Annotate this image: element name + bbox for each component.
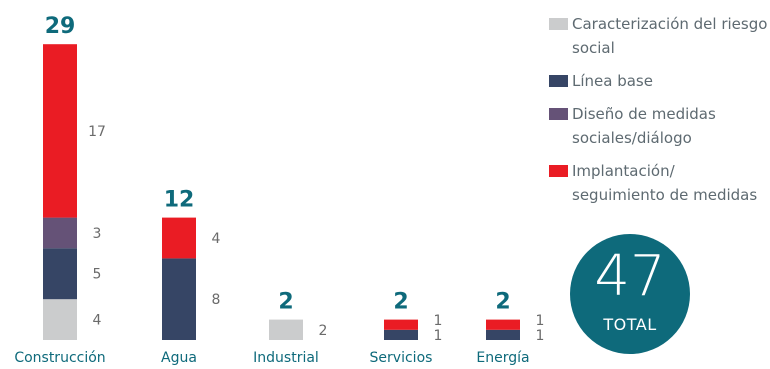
value-label: 2 (319, 323, 328, 339)
legend-item-caracterizacion: Caracterización del riesgo social (549, 12, 770, 60)
legend-item-implantacion: Implantación/ seguimiento de medidas (549, 159, 770, 207)
value-label: 1 (536, 313, 545, 329)
value-label: 8 (212, 292, 221, 308)
bar-total-label: 29 (45, 14, 76, 39)
value-label: 3 (93, 226, 102, 242)
bar-segment-construccion-caracterizacion-del-riesgo-social (43, 299, 77, 340)
bar-total-label: 12 (164, 188, 195, 213)
value-label: 1 (434, 313, 443, 329)
value-label: 1 (434, 328, 443, 344)
bar-segment-industrial-caracterizacion-del-riesgo-social (269, 319, 303, 340)
legend-swatch (549, 75, 568, 87)
bar-total-label: 2 (393, 290, 408, 315)
category-label: Agua (161, 350, 197, 366)
bar-segment-construccion-implantacion-seguimiento-de-medidas (43, 44, 77, 218)
value-label: 4 (212, 231, 221, 247)
category-label: Servicios (370, 350, 433, 366)
legend-item-linea-base: Línea base (549, 69, 770, 93)
legend-label: Caracterización del riesgo social (572, 15, 768, 57)
legend-label: Diseño de medidas sociales/diálogo (572, 105, 716, 147)
category-label: Industrial (253, 350, 319, 366)
legend-item-diseno: Diseño de medidas sociales/diálogo (549, 102, 770, 150)
value-label: 1 (536, 328, 545, 344)
value-label: 17 (88, 124, 106, 140)
bar-segment-construccion-diseno-de-medidas-sociales-dialogo (43, 217, 77, 249)
legend-swatch (549, 18, 568, 30)
legend-swatch (549, 108, 568, 120)
chart-legend: Caracterización del riesgo social Línea … (549, 12, 770, 216)
bar-segment-servicios-linea-base (384, 329, 418, 340)
bar-segment-construccion-linea-base (43, 248, 77, 300)
legend-label: Línea base (572, 72, 653, 90)
bar-total-label: 2 (278, 290, 293, 315)
legend-label: Implantación/ seguimiento de medidas (572, 162, 758, 204)
value-label: 5 (93, 267, 102, 283)
bar-segment-energia-implantacion-seguimiento-de-medidas (486, 319, 520, 330)
legend-swatch (549, 165, 568, 177)
bar-total-label: 2 (495, 290, 510, 315)
bar-segment-servicios-implantacion-seguimiento-de-medidas (384, 319, 418, 330)
bar-segment-agua-implantacion-seguimiento-de-medidas (162, 217, 196, 259)
category-label: Construcción (14, 350, 105, 366)
bar-segment-agua-linea-base (162, 258, 196, 340)
value-label: 4 (93, 313, 102, 329)
total-badge: 47 TOTAL (570, 234, 690, 354)
total-value: 47 (594, 244, 666, 309)
bar-segment-energia-linea-base (486, 329, 520, 340)
category-label: Energía (476, 350, 529, 366)
total-label: TOTAL (603, 315, 657, 334)
